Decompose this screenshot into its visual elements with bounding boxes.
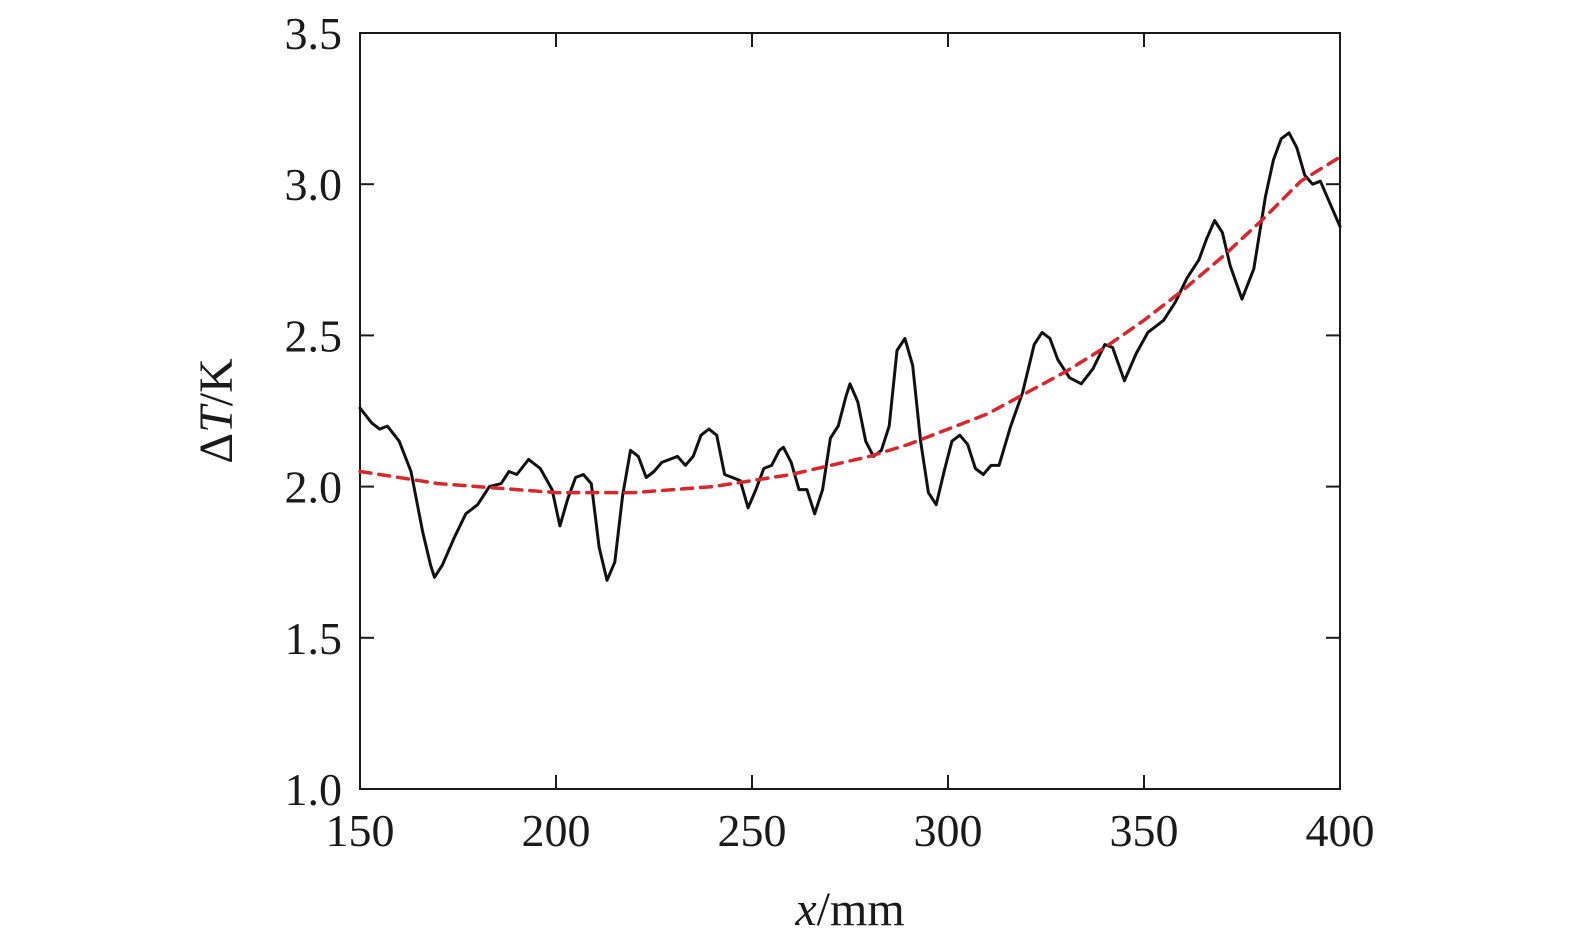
plot-frame <box>359 32 1341 790</box>
y-axis-title: ΔT/K <box>190 358 243 464</box>
fit-curve-line <box>358 155 1342 495</box>
measured-data-line <box>358 131 1342 582</box>
y-tick-label: 3.5 <box>285 8 343 59</box>
x-tick-label: 300 <box>914 805 983 856</box>
x-tick-label: 350 <box>1110 805 1179 856</box>
series-layer <box>358 131 1342 582</box>
x-tick-label: 400 <box>1306 805 1375 856</box>
x-axis-title: x/mm <box>794 883 904 936</box>
x-tick-label: 250 <box>718 805 787 856</box>
y-tick-label: 2.5 <box>285 310 343 361</box>
y-tick-label: 3.0 <box>285 159 343 210</box>
y-tick-labels: 1.0 1.5 2.0 2.5 3.0 3.5 <box>285 8 343 815</box>
y-tick-label: 2.0 <box>285 462 343 513</box>
x-tick-label: 200 <box>522 805 591 856</box>
x-tick-labels: 150 200 250 300 350 400 <box>326 805 1375 856</box>
y-tick-label: 1.0 <box>285 764 343 815</box>
axis-ticks <box>359 32 1341 790</box>
x-tick-label: 150 <box>326 805 395 856</box>
y-tick-label: 1.5 <box>285 613 343 664</box>
